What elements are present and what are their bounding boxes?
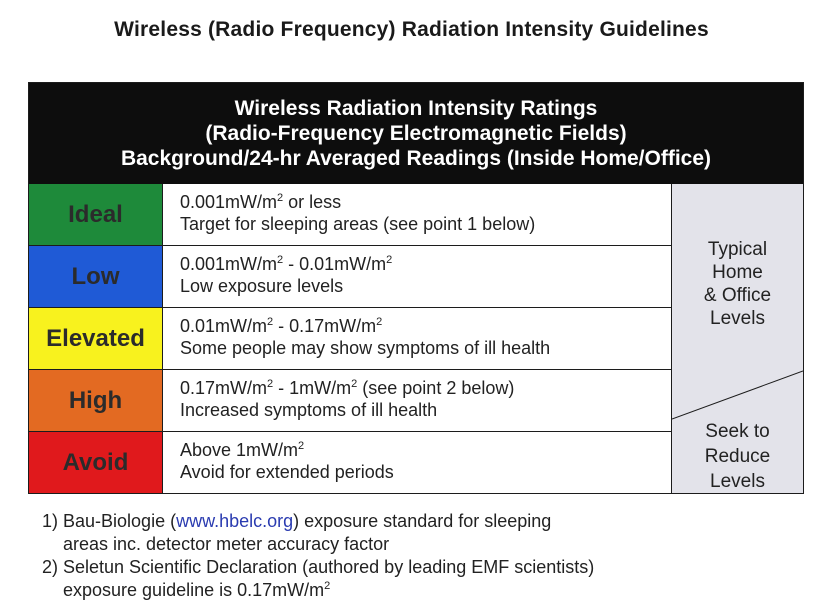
header-line-3: Background/24-hr Averaged Readings (Insi… [120, 147, 712, 170]
footnotes: 1) Bau-Biologie (www.hbelc.org) exposure… [42, 510, 802, 602]
rating-label: Ideal [68, 200, 123, 228]
page-title: Wireless (Radio Frequency) Radiation Int… [114, 18, 709, 41]
footnote-2: 2) Seletun Scientific Declaration (autho… [42, 557, 595, 577]
range-text: 0.01mW/m2 - 0.17mW/m2 [180, 316, 383, 336]
rating-elevated: Elevated [29, 308, 163, 370]
note-text: Target for sleeping areas (see point 1 b… [180, 214, 536, 234]
reduce-levels-label: Seek to Reduce Levels [704, 421, 771, 492]
ratings-table: Wireless Radiation Intensity Ratings (Ra… [28, 82, 804, 494]
row-avoid-description: Above 1mW/m2 Avoid for extended periods [163, 432, 672, 493]
level-side-column: Typical Home & Office Levels Seek to Red… [672, 184, 803, 493]
footnote-1: 1) Bau-Biologie (www.hbelc.org) exposure… [42, 511, 552, 531]
range-text: Above 1mW/m2 [180, 440, 305, 460]
note-text: Increased symptoms of ill health [180, 400, 438, 420]
row-ideal-description: 0.001mW/m2 or less Target for sleeping a… [163, 184, 672, 246]
header-line-2: (Radio-Frequency Electromagnetic Fields) [205, 122, 627, 145]
rating-high: High [29, 370, 163, 432]
typical-levels-label: Typical Home & Office Levels [703, 239, 772, 329]
diagonal-divider [672, 370, 803, 420]
table-header: Wireless Radiation Intensity Ratings (Ra… [29, 83, 803, 184]
note-text: Avoid for extended periods [180, 462, 394, 482]
hbelc-link[interactable]: www.hbelc.org [176, 511, 294, 531]
note-text: Some people may show symptoms of ill hea… [180, 338, 551, 358]
rating-ideal: Ideal [29, 184, 163, 246]
rating-label: Avoid [62, 448, 129, 476]
rating-label: Low [71, 262, 120, 290]
row-elevated-description: 0.01mW/m2 - 0.17mW/m2 Some people may sh… [163, 308, 672, 370]
rating-label: High [68, 386, 123, 414]
footnote-1-continued: areas inc. detector meter accuracy facto… [63, 534, 390, 554]
header-line-1: Wireless Radiation Intensity Ratings [234, 97, 598, 120]
range-text: 0.17mW/m2 - 1mW/m2 (see point 2 below) [180, 378, 515, 398]
range-text: 0.001mW/m2 or less [180, 192, 342, 212]
row-high-description: 0.17mW/m2 - 1mW/m2 (see point 2 below) I… [163, 370, 672, 432]
note-text: Low exposure levels [180, 276, 344, 296]
rating-label: Elevated [46, 324, 145, 352]
row-low-description: 0.001mW/m2 - 0.01mW/m2 Low exposure leve… [163, 246, 672, 308]
rating-avoid: Avoid [29, 432, 163, 493]
range-text: 0.001mW/m2 - 0.01mW/m2 [180, 254, 393, 274]
footnote-2-continued: exposure guideline is 0.17mW/m2 [63, 580, 331, 600]
rating-low: Low [29, 246, 163, 308]
